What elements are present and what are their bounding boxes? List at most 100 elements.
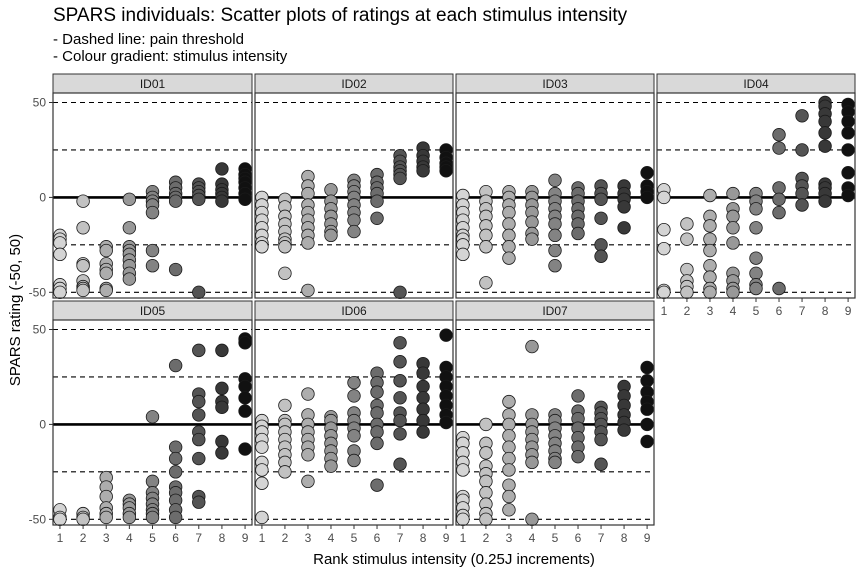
data-point <box>657 222 671 237</box>
data-point <box>347 429 361 443</box>
data-point <box>479 417 493 432</box>
data-point <box>617 423 631 437</box>
panel-strip-label: ID02 <box>341 77 367 91</box>
data-point <box>726 236 740 250</box>
data-point <box>502 251 516 265</box>
data-point <box>255 240 269 254</box>
data-point <box>192 394 206 409</box>
x-tick-label: 3 <box>103 531 110 545</box>
data-point <box>479 240 493 254</box>
data-point <box>76 283 90 298</box>
data-point <box>416 366 430 380</box>
y-tick-label: 50 <box>33 322 47 336</box>
data-point <box>548 217 562 231</box>
x-tick-label: 3 <box>305 531 312 545</box>
data-point <box>594 457 608 471</box>
data-point <box>772 205 786 220</box>
data-point <box>703 219 717 233</box>
data-point <box>393 171 407 186</box>
x-tick-label: 3 <box>707 304 714 318</box>
data-point <box>192 343 206 358</box>
data-point <box>255 510 269 525</box>
data-point <box>416 379 430 394</box>
subtitle-colour-gradient: - Colour gradient: stimulus intensity <box>53 48 288 65</box>
data-point <box>347 213 361 227</box>
data-point <box>525 215 539 229</box>
x-tick-label: 7 <box>799 304 806 318</box>
x-tick-label: 1 <box>661 304 668 318</box>
data-point <box>594 211 608 225</box>
data-point <box>818 139 832 153</box>
data-point <box>255 463 269 477</box>
x-tick-label: 7 <box>598 531 605 545</box>
data-point <box>456 247 470 262</box>
data-point <box>122 272 137 286</box>
data-point <box>640 417 654 432</box>
x-tick-label: 8 <box>621 531 628 545</box>
data-point <box>145 510 160 525</box>
x-tick-label: 2 <box>684 304 691 318</box>
data-point <box>301 236 315 250</box>
y-tick-label: -50 <box>29 285 47 299</box>
data-point <box>168 358 183 373</box>
data-point <box>238 379 252 394</box>
data-point <box>726 221 740 235</box>
data-point <box>393 374 407 388</box>
data-point <box>168 465 183 479</box>
data-point <box>548 455 562 470</box>
data-point <box>640 360 654 375</box>
data-point <box>347 375 361 390</box>
data-point <box>772 192 786 206</box>
data-point <box>502 394 516 409</box>
data-point <box>76 259 90 273</box>
data-point <box>393 336 407 350</box>
data-point <box>416 164 430 178</box>
x-tick-label: 6 <box>776 304 783 318</box>
panel-strip-label: ID07 <box>542 304 568 318</box>
chart-title: SPARS individuals: Scatter plots of rati… <box>53 5 628 26</box>
data-point <box>818 194 832 208</box>
data-point <box>168 262 183 277</box>
y-tick-label: 50 <box>33 95 47 109</box>
data-point <box>192 285 206 300</box>
data-point <box>416 391 430 405</box>
data-point <box>571 226 585 241</box>
data-point <box>617 221 631 235</box>
data-point <box>479 276 493 290</box>
data-point <box>192 408 206 422</box>
x-tick-label: 8 <box>420 531 427 545</box>
data-point <box>749 221 763 235</box>
data-point <box>53 247 67 262</box>
data-point <box>370 385 384 399</box>
data-point <box>502 463 516 477</box>
data-point <box>841 188 855 203</box>
data-point <box>640 166 654 180</box>
data-point <box>238 442 252 456</box>
panel-id07: ID07 1 2 3 4 5 6 7 8 9 <box>455 300 655 545</box>
panel-id02: ID02 <box>254 73 454 300</box>
data-point <box>749 281 763 296</box>
x-tick-label: 7 <box>195 531 202 545</box>
data-point <box>525 455 539 470</box>
data-point <box>278 398 292 413</box>
data-point <box>215 343 229 358</box>
x-tick-label: 6 <box>374 531 381 545</box>
x-tick-label: 5 <box>351 531 358 545</box>
panel-border <box>254 92 454 299</box>
data-point <box>324 183 338 197</box>
data-point <box>301 186 315 201</box>
data-point <box>680 217 694 231</box>
data-point <box>479 228 493 243</box>
panel-id06: ID06 1 2 3 4 5 6 7 8 9 <box>254 300 454 545</box>
data-point <box>502 205 516 220</box>
panel-id03: ID03 <box>455 73 655 299</box>
subtitle-pain-threshold: - Dashed line: pain threshold <box>53 31 244 48</box>
data-point <box>99 266 113 281</box>
data-point <box>301 387 315 401</box>
data-point <box>168 194 183 208</box>
data-point <box>439 328 453 342</box>
x-tick-label: 1 <box>259 531 266 545</box>
data-point <box>548 228 562 243</box>
panel-strip-label: ID01 <box>140 77 166 91</box>
data-point <box>841 166 855 180</box>
